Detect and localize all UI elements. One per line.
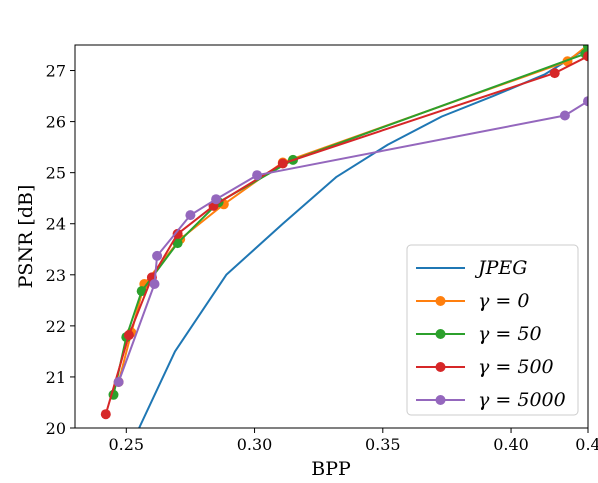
plot-frame: [74, 44, 589, 429]
legend-marker: [435, 395, 446, 405]
y-tick-label: 27: [46, 62, 66, 81]
data-point: [172, 238, 183, 249]
legend-marker: [435, 296, 446, 306]
ticks-layer: 0.25 0.30 0.35 0.40 0.4 20 21 22 23 24 25 26 27: [46, 62, 598, 454]
data-point: [252, 170, 263, 181]
y-axis-label: PSNR [dB]: [15, 185, 37, 289]
legend-label: γ = 0: [478, 290, 529, 312]
x-axis-label: BPP: [311, 458, 351, 480]
series-4: [113, 96, 588, 387]
y-tick-label: 23: [46, 266, 66, 285]
series-layer: [100, 45, 588, 428]
series-line: [112, 45, 588, 396]
data-point: [583, 96, 588, 107]
y-tick-label: 22: [46, 317, 66, 336]
data-point: [211, 194, 222, 205]
y-tick-label: 20: [46, 419, 66, 438]
x-tick-label: 0.30: [237, 435, 273, 454]
legend-marker: [435, 362, 446, 372]
y-tick-label: 25: [46, 164, 66, 183]
x-tick-label: 0.4: [575, 435, 598, 454]
legend-entry: γ = 50: [416, 323, 542, 345]
data-point: [549, 68, 560, 79]
legend-entry: γ = 0: [416, 290, 529, 312]
data-point: [152, 250, 163, 261]
x-tick-label: 0.25: [108, 435, 144, 454]
x-tick-label: 0.35: [365, 435, 401, 454]
series-3: [100, 51, 588, 420]
y-tick-label: 24: [46, 215, 66, 234]
data-point: [583, 45, 588, 51]
legend-entry: γ = 500: [416, 356, 554, 378]
legend-label: γ = 500: [478, 356, 554, 378]
data-point: [123, 330, 134, 341]
data-point: [136, 286, 147, 297]
legend-label: γ = 5000: [478, 389, 566, 411]
legend-entry: γ = 5000: [416, 389, 566, 411]
data-point: [583, 51, 588, 62]
series-line: [104, 55, 588, 415]
legend-label: γ = 50: [478, 323, 542, 345]
x-tick-label: 0.40: [493, 435, 529, 454]
data-point: [277, 158, 288, 169]
data-point: [149, 279, 160, 289]
legend-entry: JPEG: [416, 257, 527, 279]
data-point: [172, 228, 183, 239]
data-point: [113, 377, 124, 387]
legend-frame: [406, 244, 579, 416]
y-tick-label: 26: [46, 113, 66, 132]
data-point: [100, 409, 111, 420]
data-point: [185, 210, 196, 221]
y-tick-label: 21: [46, 368, 66, 387]
data-point: [559, 110, 570, 121]
legend-label: JPEG: [474, 257, 527, 279]
legend-marker: [435, 329, 446, 339]
legend: JPEG γ = 0 γ = 50 γ = 500 γ = 5000: [406, 244, 579, 416]
